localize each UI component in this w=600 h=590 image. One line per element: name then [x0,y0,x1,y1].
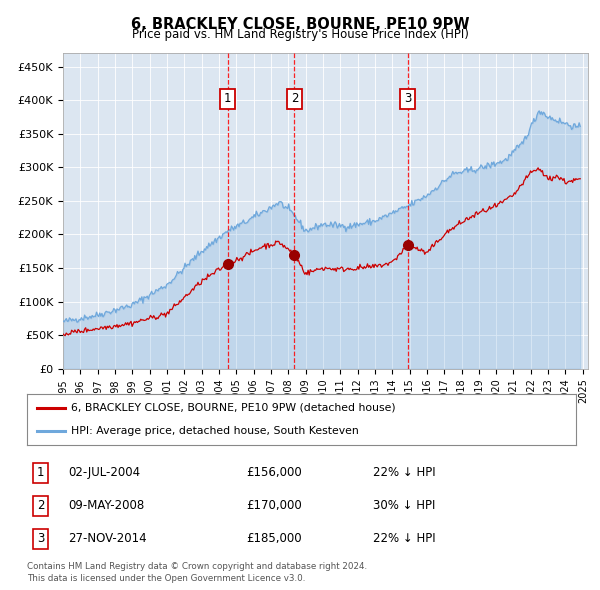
Text: 1: 1 [224,93,232,106]
Text: £156,000: £156,000 [247,466,302,480]
Text: 1: 1 [37,466,44,480]
Text: 6, BRACKLEY CLOSE, BOURNE, PE10 9PW: 6, BRACKLEY CLOSE, BOURNE, PE10 9PW [131,17,469,31]
Text: £170,000: £170,000 [247,499,302,513]
Text: 30% ↓ HPI: 30% ↓ HPI [373,499,435,513]
Text: HPI: Average price, detached house, South Kesteven: HPI: Average price, detached house, Sout… [71,427,359,437]
Text: 3: 3 [404,93,412,106]
Text: Contains HM Land Registry data © Crown copyright and database right 2024.: Contains HM Land Registry data © Crown c… [27,562,367,571]
Text: 27-NOV-2014: 27-NOV-2014 [68,532,147,546]
Text: 09-MAY-2008: 09-MAY-2008 [68,499,145,513]
Text: 2: 2 [37,499,44,513]
Text: 2: 2 [291,93,298,106]
Text: £185,000: £185,000 [247,532,302,546]
Text: This data is licensed under the Open Government Licence v3.0.: This data is licensed under the Open Gov… [27,574,305,583]
Text: 6, BRACKLEY CLOSE, BOURNE, PE10 9PW (detached house): 6, BRACKLEY CLOSE, BOURNE, PE10 9PW (det… [71,402,395,412]
Text: Price paid vs. HM Land Registry's House Price Index (HPI): Price paid vs. HM Land Registry's House … [131,28,469,41]
Text: 02-JUL-2004: 02-JUL-2004 [68,466,140,480]
Text: 3: 3 [37,532,44,546]
Text: 22% ↓ HPI: 22% ↓ HPI [373,532,436,546]
Text: 22% ↓ HPI: 22% ↓ HPI [373,466,436,480]
